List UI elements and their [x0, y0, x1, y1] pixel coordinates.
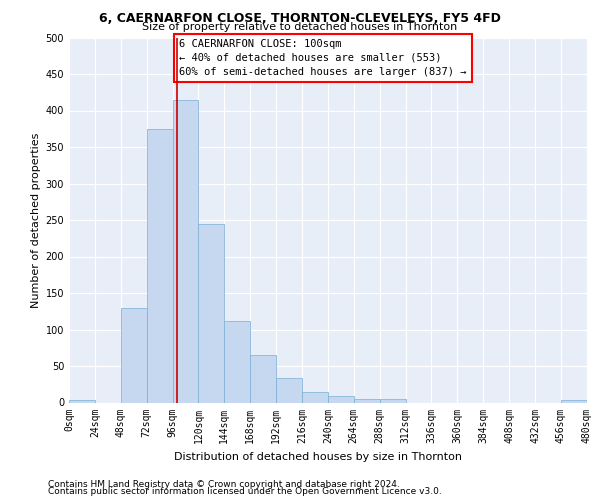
Bar [146, 128, 173, 402]
Bar [380, 399, 406, 402]
Text: Contains public sector information licensed under the Open Government Licence v3: Contains public sector information licen… [48, 488, 442, 496]
Text: Contains HM Land Registry data © Crown copyright and database right 2024.: Contains HM Land Registry data © Crown c… [48, 480, 400, 489]
Bar [250, 355, 276, 403]
Bar [328, 396, 354, 402]
Bar [302, 392, 328, 402]
Bar [69, 400, 95, 402]
Bar [121, 308, 146, 402]
Bar [173, 100, 199, 403]
Bar [354, 399, 380, 402]
Text: Size of property relative to detached houses in Thornton: Size of property relative to detached ho… [142, 22, 458, 32]
Bar [276, 378, 302, 402]
Text: Distribution of detached houses by size in Thornton: Distribution of detached houses by size … [174, 452, 462, 462]
Bar [561, 400, 587, 402]
Bar [199, 224, 224, 402]
Text: 6 CAERNARFON CLOSE: 100sqm
← 40% of detached houses are smaller (553)
60% of sem: 6 CAERNARFON CLOSE: 100sqm ← 40% of deta… [179, 39, 467, 77]
Text: 6, CAERNARFON CLOSE, THORNTON-CLEVELEYS, FY5 4FD: 6, CAERNARFON CLOSE, THORNTON-CLEVELEYS,… [99, 12, 501, 26]
Bar [224, 320, 250, 402]
Y-axis label: Number of detached properties: Number of detached properties [31, 132, 41, 308]
